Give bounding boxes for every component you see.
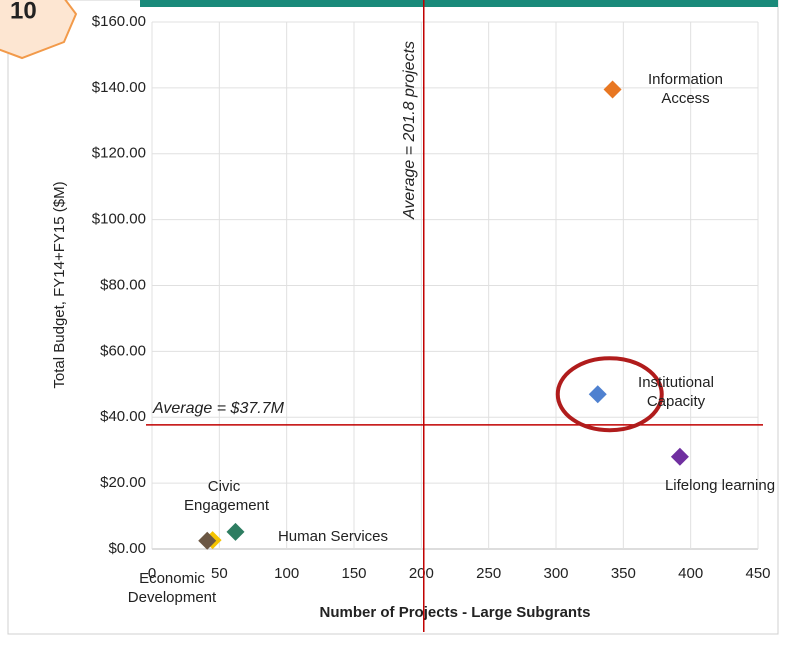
top-bar xyxy=(140,0,778,7)
x-tick-label: 100 xyxy=(274,565,299,582)
y-tick-label: $20.00 xyxy=(100,474,146,491)
y-axis-title: Total Budget, FY14+FY15 ($M) xyxy=(51,181,68,388)
y-tick-label: $140.00 xyxy=(92,79,146,96)
x-tick-label: 50 xyxy=(211,565,228,582)
badge-shape xyxy=(0,0,78,60)
y-tick-label: $120.00 xyxy=(92,145,146,162)
x-tick-label: 450 xyxy=(745,565,770,582)
x-axis-title: Number of Projects - Large Subgrants xyxy=(320,604,591,621)
data-point xyxy=(198,531,217,550)
point-label: Information Access xyxy=(647,71,724,107)
average-label: Average = $37.7M xyxy=(152,400,285,417)
y-tick-label: $0.00 xyxy=(108,540,146,557)
y-tick-label: $100.00 xyxy=(92,211,146,228)
y-tick-label: $40.00 xyxy=(100,408,146,425)
y-tick-label: $160.00 xyxy=(92,13,146,30)
badge-text: 10 xyxy=(10,0,37,24)
x-tick-label: 0 xyxy=(148,565,156,582)
point-label: Civic Engagement xyxy=(184,478,270,514)
data-point xyxy=(588,385,607,404)
data-point xyxy=(670,447,689,466)
x-tick-label: 250 xyxy=(476,565,501,582)
x-tick-label: 200 xyxy=(409,565,434,582)
y-tick-label: $80.00 xyxy=(100,276,146,293)
x-tick-label: 300 xyxy=(543,565,568,582)
x-tick-label: 350 xyxy=(611,565,636,582)
data-point xyxy=(603,80,622,99)
highlight-circle xyxy=(555,356,664,433)
point-label: Economic Development xyxy=(127,570,217,606)
point-label: Lifelong learning xyxy=(664,477,776,494)
chart-frame xyxy=(7,0,779,635)
data-point xyxy=(226,522,245,541)
x-tick-label: 400 xyxy=(678,565,703,582)
x-tick-label: 150 xyxy=(341,565,366,582)
y-tick-label: $60.00 xyxy=(100,342,146,359)
average-label: Average = 201.8 projects xyxy=(401,41,418,220)
point-label: Human Services xyxy=(277,528,389,545)
point-label: Institutional Capacity xyxy=(638,374,714,410)
